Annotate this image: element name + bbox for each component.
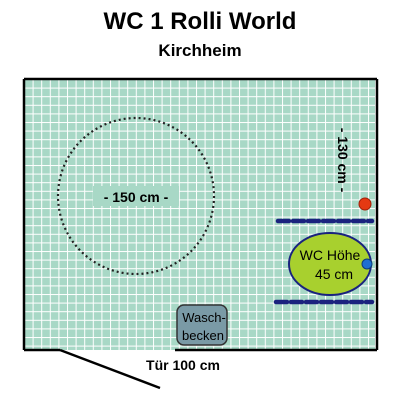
page-subtitle: Kirchheim — [158, 41, 242, 60]
flush-button-icon — [358, 197, 372, 211]
turning-circle-label-bg — [93, 186, 179, 206]
toilet-label-line1: WC Höhe — [300, 247, 361, 263]
page-title: WC 1 Rolli World — [103, 8, 297, 35]
sink — [176, 304, 228, 346]
door-label: Tür 100 cm — [146, 357, 220, 373]
turning-circle — [56, 116, 216, 276]
sink-label-line1: Wasch- — [182, 310, 226, 325]
room-walls — [22, 77, 379, 352]
turning-circle-label: - 150 cm - — [104, 189, 169, 205]
toilet-label-line2: 45 cm — [315, 266, 353, 282]
toilet-bowl — [288, 232, 372, 296]
blue-marker-icon — [361, 258, 373, 270]
sink-label-line2: becken — [182, 328, 224, 343]
side-width-label: - 130 cm - — [335, 128, 351, 193]
door-swing-line — [59, 348, 161, 390]
